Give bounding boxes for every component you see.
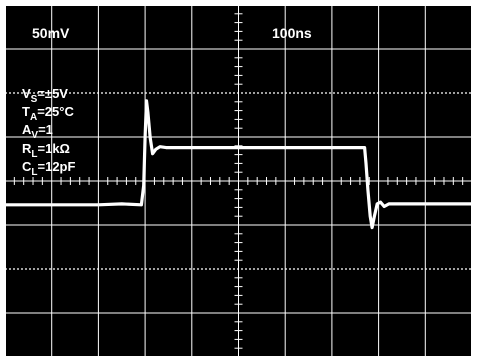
screen-border — [5, 5, 472, 357]
condition-label: TA=25°C — [22, 104, 74, 123]
waveform-trace — [3, 99, 474, 230]
vertical-scale-label: 50mV — [32, 25, 70, 41]
condition-label: VS=±5V — [22, 86, 68, 105]
condition-label: CL=12pF — [22, 159, 75, 178]
condition-label: AV=1 — [22, 122, 53, 141]
condition-label: RL=1kΩ — [22, 141, 70, 160]
scope-labels: 50mV 100ns VS=±5VTA=25°CAV=1RL=1kΩCL=12p… — [22, 25, 312, 178]
horizontal-scale-label: 100ns — [272, 25, 312, 41]
waveform — [3, 99, 474, 230]
graticule — [5, 5, 472, 357]
